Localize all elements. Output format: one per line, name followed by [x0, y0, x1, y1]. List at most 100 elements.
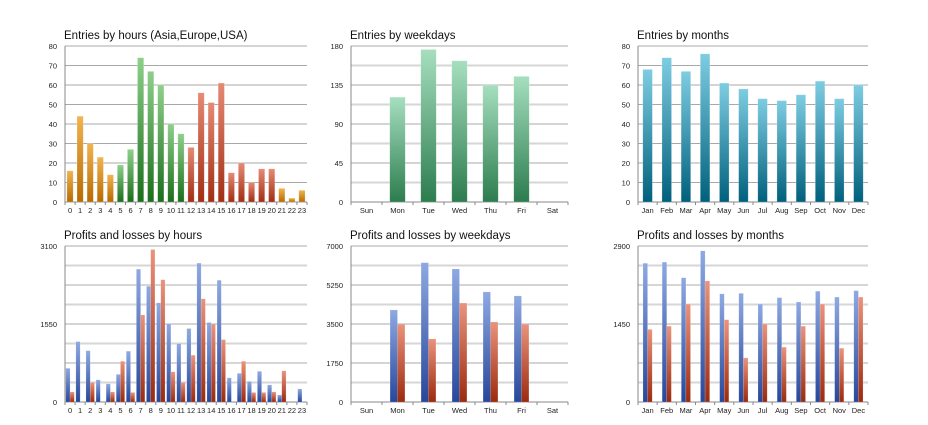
bar-profit — [126, 350, 131, 403]
bar — [127, 149, 134, 203]
x-tick-label: Tue — [422, 206, 435, 215]
x-tick-label: Fri — [517, 206, 526, 215]
x-tick-label: May — [717, 406, 731, 415]
y-tick-label: 0 — [53, 198, 57, 207]
y-tick-label: 80 — [622, 42, 630, 51]
bar-profit — [297, 388, 303, 403]
chart-title-pl-months: Profits and losses by months — [637, 230, 784, 242]
x-tick-label: 20 — [268, 206, 276, 215]
bar-loss — [221, 339, 226, 403]
bar — [661, 57, 672, 203]
bar-profit — [176, 343, 182, 403]
y-tick-label: 0 — [339, 198, 343, 207]
x-tick-label: 16 — [227, 206, 235, 215]
x-tick-label: Fri — [517, 406, 526, 415]
bar-profit — [834, 296, 840, 403]
bar-profit — [166, 323, 172, 403]
bar-profit — [661, 261, 668, 403]
bar — [513, 76, 530, 203]
y-tick-label: 50 — [622, 101, 630, 110]
x-tick-label: 13 — [197, 206, 205, 215]
x-tick-label: Wed — [452, 206, 467, 215]
x-tick-label: 23 — [298, 206, 306, 215]
bar — [76, 115, 84, 203]
bar — [258, 168, 266, 203]
bar — [642, 69, 653, 203]
bar-profit — [216, 279, 222, 403]
bar-loss — [170, 371, 176, 403]
bar-loss — [647, 329, 653, 403]
bar — [86, 143, 94, 203]
bar-profit — [115, 374, 121, 403]
bar — [853, 84, 864, 203]
x-tick-label: Sep — [794, 406, 807, 415]
bar — [738, 88, 749, 203]
bar-loss — [281, 370, 287, 403]
bar-loss — [190, 354, 196, 403]
y-tick-label: 10 — [49, 179, 57, 188]
x-tick-label: 17 — [237, 406, 245, 415]
x-tick-label: Thu — [484, 206, 497, 215]
x-tick-label: Dec — [852, 206, 866, 215]
x-tick-label: Dec — [852, 406, 866, 415]
x-tick-label: 9 — [159, 406, 163, 415]
bar-loss — [89, 382, 95, 403]
x-tick-label: 19 — [257, 406, 265, 415]
y-tick-label: 70 — [622, 62, 630, 71]
x-tick-label: 17 — [237, 206, 245, 215]
x-tick-label: 5 — [118, 406, 122, 415]
x-tick-label: Sat — [547, 206, 559, 215]
bar — [814, 80, 826, 203]
x-tick-label: Tue — [422, 406, 435, 415]
x-tick-label: Jun — [737, 206, 749, 215]
x-tick-label: 21 — [278, 406, 286, 415]
bar-loss — [160, 279, 166, 403]
x-tick-label: 22 — [288, 406, 296, 415]
x-tick-label: 6 — [128, 406, 132, 415]
bar-loss — [819, 303, 825, 403]
x-tick-label: 20 — [268, 406, 276, 415]
bar-loss — [666, 325, 672, 403]
bar-profit — [267, 384, 272, 403]
x-tick-label: 16 — [227, 406, 235, 415]
x-tick-label: 13 — [197, 406, 205, 415]
bar-profit — [75, 341, 81, 403]
x-tick-label: 22 — [288, 206, 296, 215]
x-tick-label: 18 — [247, 406, 255, 415]
x-tick-label: Feb — [660, 406, 673, 415]
y-tick-label: 0 — [626, 398, 630, 407]
bar — [389, 96, 406, 203]
y-tick-label: 45 — [335, 159, 343, 168]
x-tick-label: Sep — [794, 206, 807, 215]
bar-loss — [120, 360, 125, 403]
x-tick-label: Aug — [775, 206, 788, 215]
x-tick-label: 14 — [207, 406, 215, 415]
bar — [227, 172, 235, 203]
bar-loss — [69, 391, 75, 403]
x-tick-label: Sun — [360, 206, 373, 215]
bar-profit — [196, 262, 202, 403]
bar — [298, 190, 306, 203]
x-tick-label: 3 — [98, 406, 102, 415]
x-tick-label: 8 — [149, 406, 153, 415]
y-tick-label: 20 — [622, 159, 630, 168]
chart-title-entries-hours: Entries by hours (Asia,Europe,USA) — [64, 30, 248, 42]
y-tick-label: 0 — [626, 198, 630, 207]
bar — [177, 133, 185, 203]
bar — [680, 71, 692, 203]
bar — [167, 123, 175, 203]
bar-profit — [451, 268, 460, 403]
bar — [187, 147, 195, 203]
x-tick-label: 7 — [139, 206, 143, 215]
bar-profit — [389, 309, 398, 403]
x-tick-label: Mon — [390, 406, 405, 415]
bar — [278, 188, 286, 203]
bar-loss — [150, 249, 156, 403]
bar-loss — [110, 391, 115, 403]
bar-loss — [397, 323, 406, 403]
x-tick-label: Feb — [660, 206, 673, 215]
bar-profit — [95, 379, 101, 403]
x-tick-label: Mon — [390, 206, 405, 215]
x-tick-label: 1 — [78, 406, 82, 415]
